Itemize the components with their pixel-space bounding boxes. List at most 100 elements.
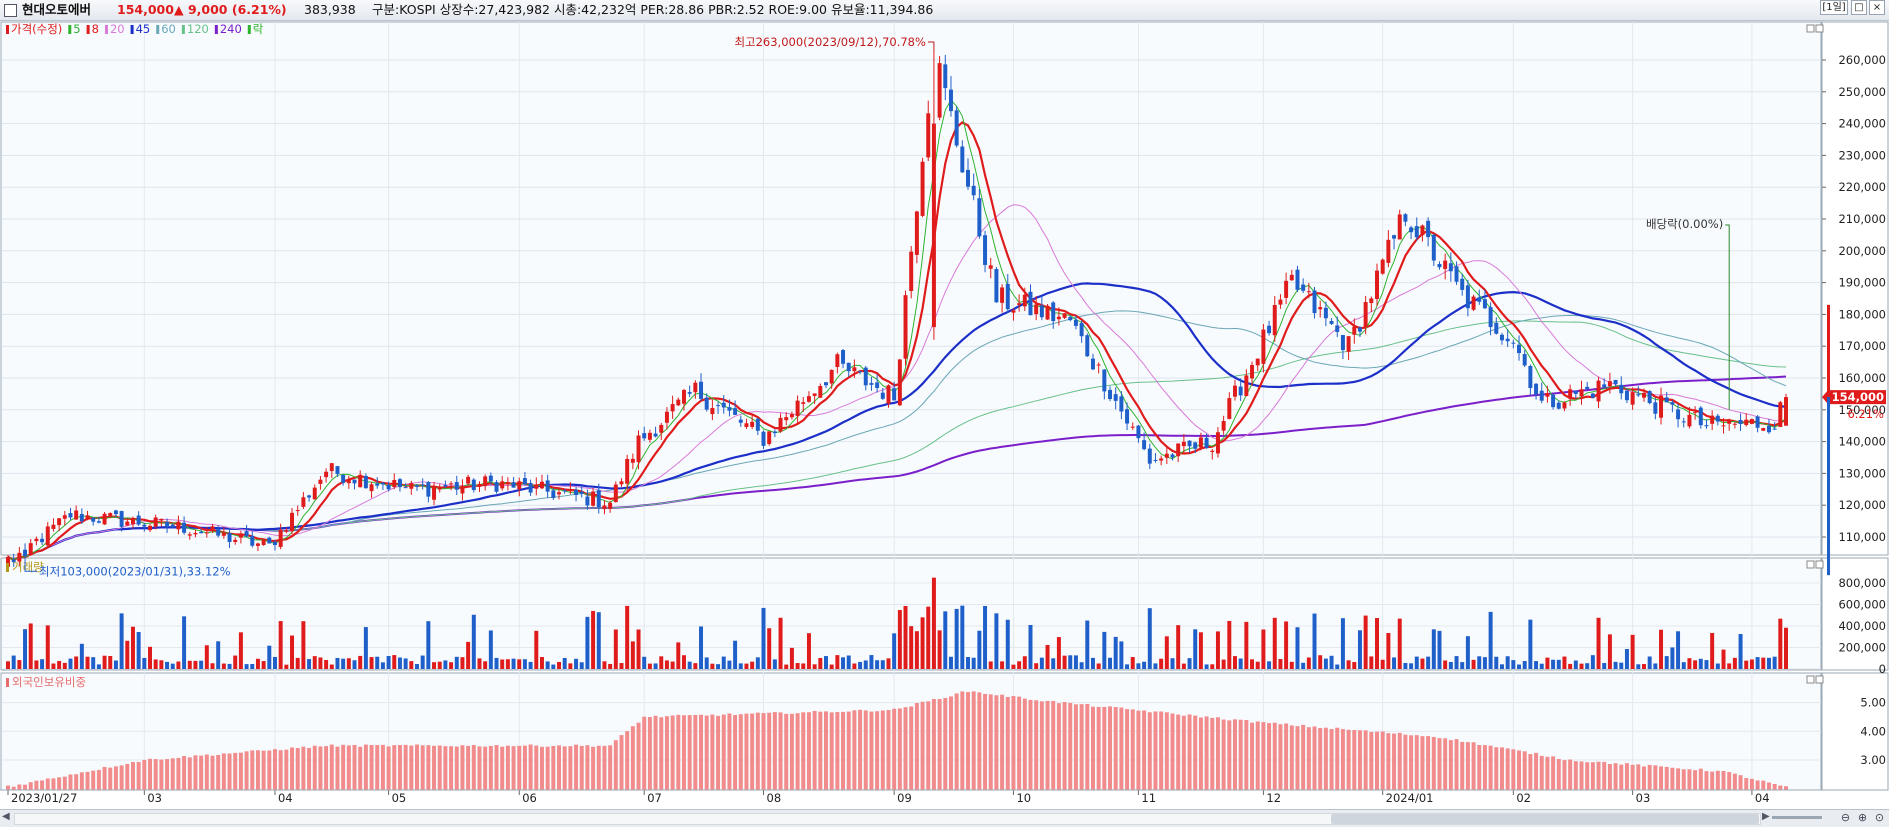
volume-bar[interactable] [795,663,800,669]
volume-bar[interactable] [863,660,868,669]
volume-bar[interactable] [1323,658,1328,669]
candle-body[interactable] [1056,316,1061,320]
foreign-bar[interactable] [642,716,647,790]
foreign-bar[interactable] [1130,709,1135,790]
foreign-bar[interactable] [1323,727,1328,790]
foreign-bar[interactable] [835,712,840,790]
candle-body[interactable] [903,295,908,359]
volume-bar[interactable] [1619,662,1624,669]
volume-bar[interactable] [1056,637,1061,669]
volume-bar[interactable] [1755,657,1760,669]
foreign-bar[interactable] [522,745,527,790]
foreign-bar[interactable] [1636,764,1641,790]
foreign-bar[interactable] [1579,761,1584,790]
candle-body[interactable] [1017,303,1022,305]
volume-bar[interactable] [1187,658,1192,669]
volume-bar[interactable] [1784,627,1788,669]
foreign-bar[interactable] [1278,724,1283,790]
volume-bar[interactable] [1329,655,1334,669]
volume-bar[interactable] [1766,657,1771,669]
candle-body[interactable] [1051,302,1056,322]
volume-bar[interactable] [1204,664,1209,669]
candle-body[interactable] [1375,270,1379,299]
candle-body[interactable] [1096,364,1101,366]
foreign-bar[interactable] [1698,768,1703,790]
foreign-bar[interactable] [68,774,73,790]
volume-bar[interactable] [454,656,459,669]
candle-body[interactable] [1505,338,1510,342]
candle-body[interactable] [1142,440,1147,450]
volume-bar[interactable] [1233,656,1237,669]
foreign-bar[interactable] [1073,704,1078,790]
period-button[interactable]: [1일] [1820,0,1848,15]
foreign-bar[interactable] [1147,712,1152,790]
candle-body[interactable] [721,402,726,408]
candle-body[interactable] [977,198,982,237]
foreign-bar[interactable] [1676,768,1681,790]
foreign-bar[interactable] [1471,742,1476,790]
volume-bar[interactable] [835,655,840,669]
candle-body[interactable] [1136,425,1141,439]
volume-bar[interactable] [1397,618,1402,669]
foreign-bar[interactable] [988,694,993,790]
volume-bar[interactable] [1244,621,1249,669]
candle-body[interactable] [500,481,505,489]
foreign-bar[interactable] [1562,760,1567,790]
candle-body[interactable] [1420,225,1425,236]
candle-body[interactable] [1085,335,1090,357]
foreign-bar[interactable] [1113,707,1118,790]
volume-bar[interactable] [699,626,704,669]
foreign-bar[interactable] [420,745,425,790]
volume-bar[interactable] [1414,656,1419,669]
foreign-bar[interactable] [659,717,664,790]
candle-body[interactable] [988,265,993,269]
volume-bar[interactable] [1034,663,1039,669]
candle-body[interactable] [295,510,300,512]
foreign-bar[interactable] [534,745,539,790]
foreign-bar[interactable] [1187,714,1192,790]
foreign-bar[interactable] [937,699,942,790]
foreign-bar[interactable] [1670,767,1675,790]
foreign-bar[interactable] [227,753,232,790]
volume-bar[interactable] [1465,636,1470,669]
volume-bar[interactable] [960,605,965,669]
candle-body[interactable] [1119,396,1124,412]
candle-body[interactable] [966,169,970,187]
volume-bar[interactable] [1727,663,1732,669]
volume-bar[interactable] [721,656,726,669]
foreign-bar[interactable] [1653,765,1658,790]
volume-bar[interactable] [778,617,783,669]
volume-bar[interactable] [1403,663,1408,669]
foreign-bar[interactable] [142,759,147,790]
foreign-bar[interactable] [704,715,709,790]
volume-bar[interactable] [1284,621,1289,669]
foreign-bar[interactable] [858,709,863,790]
foreign-bar[interactable] [1079,704,1084,790]
volume-bar[interactable] [1670,647,1675,669]
volume-bar[interactable] [727,660,732,669]
candle-body[interactable] [1176,443,1181,457]
foreign-bar[interactable] [1732,773,1737,790]
candle-body[interactable] [1431,234,1436,261]
candle-body[interactable] [1062,313,1067,318]
foreign-bar[interactable] [778,712,783,790]
foreign-bar[interactable] [1039,701,1044,790]
candle-body[interactable] [1710,415,1715,424]
candle-body[interactable] [1250,364,1255,379]
volume-bar[interactable] [1448,661,1453,669]
foreign-bar[interactable] [1244,719,1249,790]
candle-body[interactable] [1380,259,1385,274]
foreign-bar[interactable] [1465,742,1470,790]
foreign-bar[interactable] [1607,764,1612,790]
candle-body[interactable] [591,491,596,506]
candle-body[interactable] [307,495,312,498]
foreign-bar[interactable] [443,746,448,790]
candle-body[interactable] [1193,442,1198,449]
candle-body[interactable] [1772,428,1777,430]
volume-bar[interactable] [772,659,777,669]
candle-body[interactable] [74,510,79,520]
volume-bar[interactable] [1011,664,1016,669]
volume-bar[interactable] [57,660,62,669]
volume-bar[interactable] [1715,663,1720,669]
volume-bar[interactable] [1068,655,1073,669]
